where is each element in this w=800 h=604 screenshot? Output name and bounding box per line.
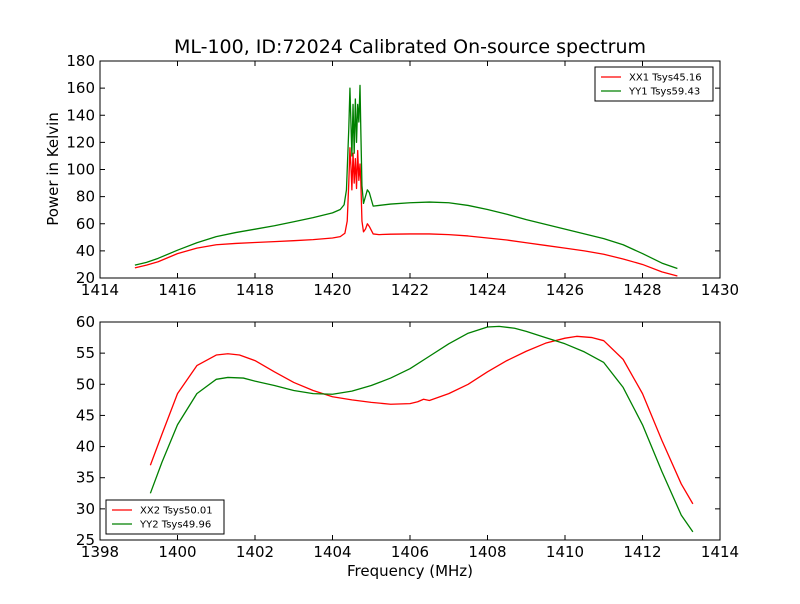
x-tick-label: 1400 [158, 543, 196, 561]
series-line-1 [134, 147, 678, 277]
y-tick-label: 30 [76, 500, 95, 518]
series-group [134, 84, 678, 277]
x-tick-label: 1424 [468, 281, 506, 299]
x-tick-label: 1430 [701, 281, 739, 299]
y-tick-label: 60 [76, 313, 95, 331]
legend-box [105, 499, 225, 535]
y-tick-label: 35 [76, 469, 95, 487]
plot-top: 1414 1416 1418 1420 1422 1424 1426 1428 1430 20 40… [66, 52, 739, 299]
series-line-2 [134, 84, 678, 270]
y-tick-label: 100 [66, 161, 95, 179]
legend-entry: YY2 Tsys49.96 [139, 520, 211, 531]
x-tick-label: 1402 [236, 543, 274, 561]
x-tick-label: 1428 [623, 281, 661, 299]
y-tick-label: 60 [76, 215, 95, 233]
x-tick-label: 1408 [468, 543, 506, 561]
y-tick-label: 45 [76, 406, 95, 424]
plot-bottom: 1398 1400 1402 1404 1406 1408 1410 1412 1414 25 30… [76, 313, 739, 561]
x-tick-label: 1414 [81, 281, 119, 299]
x-tick-label: 1406 [391, 543, 429, 561]
legend: XX2 Tsys50.01 YY2 Tsys49.96 [105, 499, 225, 535]
x-axis-label-bottom: Frequency (MHz) [347, 562, 473, 580]
chart-title: ML-100, ID:72024 Calibrated On-source sp… [174, 36, 646, 58]
x-tick-label: 1414 [701, 543, 739, 561]
x-tick-label: 1412 [623, 543, 661, 561]
y-tick-label: 50 [76, 375, 95, 393]
y-tick-label: 120 [66, 133, 95, 151]
x-tick-label: 1410 [546, 543, 584, 561]
legend: XX1 Tsys45.16 YY1 Tsys59.43 [594, 66, 714, 102]
legend-entry: XX2 Tsys50.01 [140, 506, 213, 517]
series-line-1 [149, 335, 694, 505]
x-tick-label: 1420 [313, 281, 351, 299]
legend-entry: XX1 Tsys45.16 [629, 73, 702, 84]
x-tick-label: 1426 [546, 281, 584, 299]
y-tick-label: 160 [66, 79, 95, 97]
x-tick-label: 1422 [391, 281, 429, 299]
y-tick-label: 140 [66, 106, 95, 124]
x-tick-label: 1416 [158, 281, 196, 299]
x-tick-label: 1418 [236, 281, 274, 299]
y-tick-label: 40 [76, 438, 95, 456]
y-axis-label-top: Power in Kelvin [44, 112, 62, 226]
legend-box [594, 66, 714, 102]
legend-entry: YY1 Tsys59.43 [628, 87, 700, 98]
x-tick-label: 1404 [313, 543, 351, 561]
x-tick-label: 1398 [81, 543, 119, 561]
y-tick-label: 25 [76, 531, 95, 549]
y-tick-label: 40 [76, 242, 95, 260]
y-tick-label: 80 [76, 188, 95, 206]
y-tick-label: 180 [66, 52, 95, 70]
series-line-2 [149, 325, 694, 533]
y-tick-label: 55 [76, 344, 95, 362]
series-group [149, 325, 694, 533]
y-tick-label: 20 [76, 269, 95, 287]
